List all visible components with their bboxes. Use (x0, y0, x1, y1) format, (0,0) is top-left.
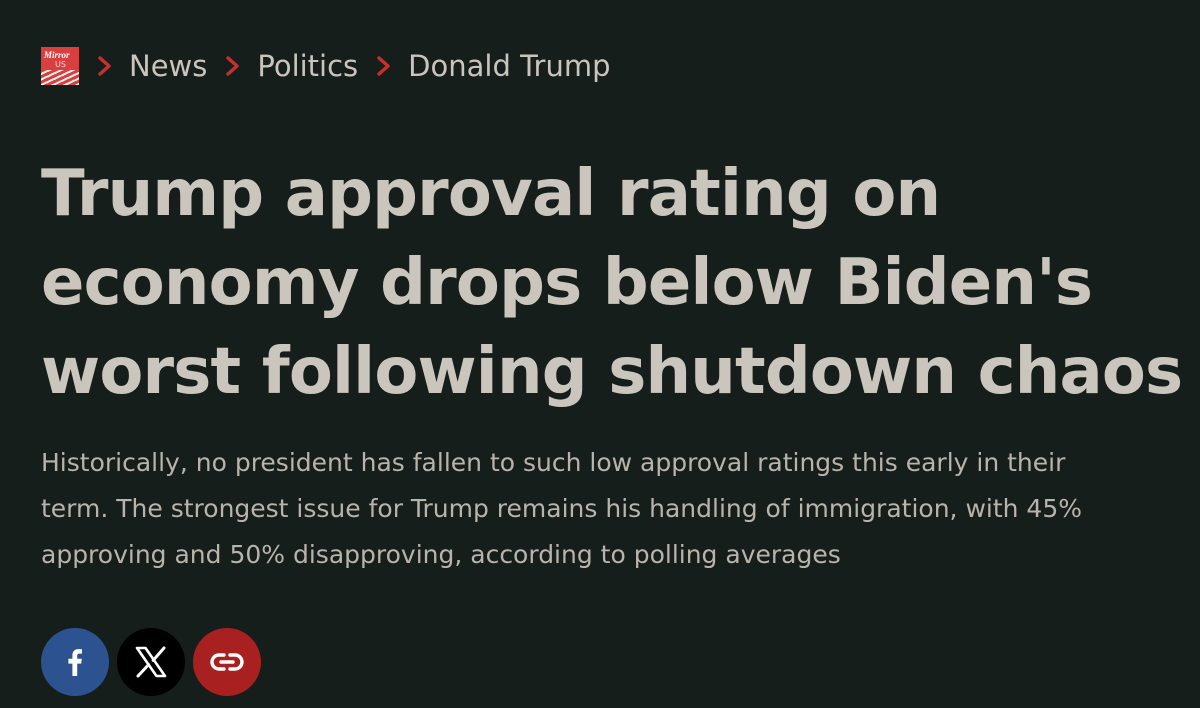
article-headline: Trump approval rating on economy drops b… (41, 150, 1196, 417)
headline-line: Trump approval rating on (41, 157, 941, 231)
standfirst-line: Historically, no president has fallen to… (41, 448, 1066, 477)
logo-stripes (41, 70, 79, 85)
standfirst-line: approving and 50% disapproving, accordin… (41, 540, 841, 569)
chevron-right-icon (218, 51, 248, 81)
logo-text: Mirror (44, 50, 70, 60)
breadcrumb-news[interactable]: News (129, 49, 208, 83)
share-buttons (41, 628, 269, 696)
chevron-right-icon (369, 51, 399, 81)
link-icon (210, 653, 244, 671)
breadcrumb: Mirror US News Politics Donald Trump (41, 44, 611, 88)
chevron-right-icon (90, 51, 120, 81)
headline-line: economy drops below Biden's (41, 246, 1093, 320)
breadcrumb-donald-trump[interactable]: Donald Trump (408, 49, 611, 83)
article-header: Mirror US News Politics Donald Trump Tru… (41, 0, 1191, 708)
facebook-icon (68, 649, 82, 676)
article-standfirst: Historically, no president has fallen to… (41, 440, 1181, 578)
x-share-button[interactable] (117, 628, 185, 696)
headline-line: worst following shutdown chaos (41, 335, 1183, 409)
standfirst-line: term. The strongest issue for Trump rema… (41, 494, 1082, 523)
facebook-share-button[interactable] (41, 628, 109, 696)
logo-sub: US (55, 60, 66, 69)
copy-link-button[interactable] (193, 628, 261, 696)
x-icon (135, 646, 167, 678)
mirror-us-logo[interactable]: Mirror US (41, 47, 79, 85)
breadcrumb-politics[interactable]: Politics (257, 49, 359, 83)
